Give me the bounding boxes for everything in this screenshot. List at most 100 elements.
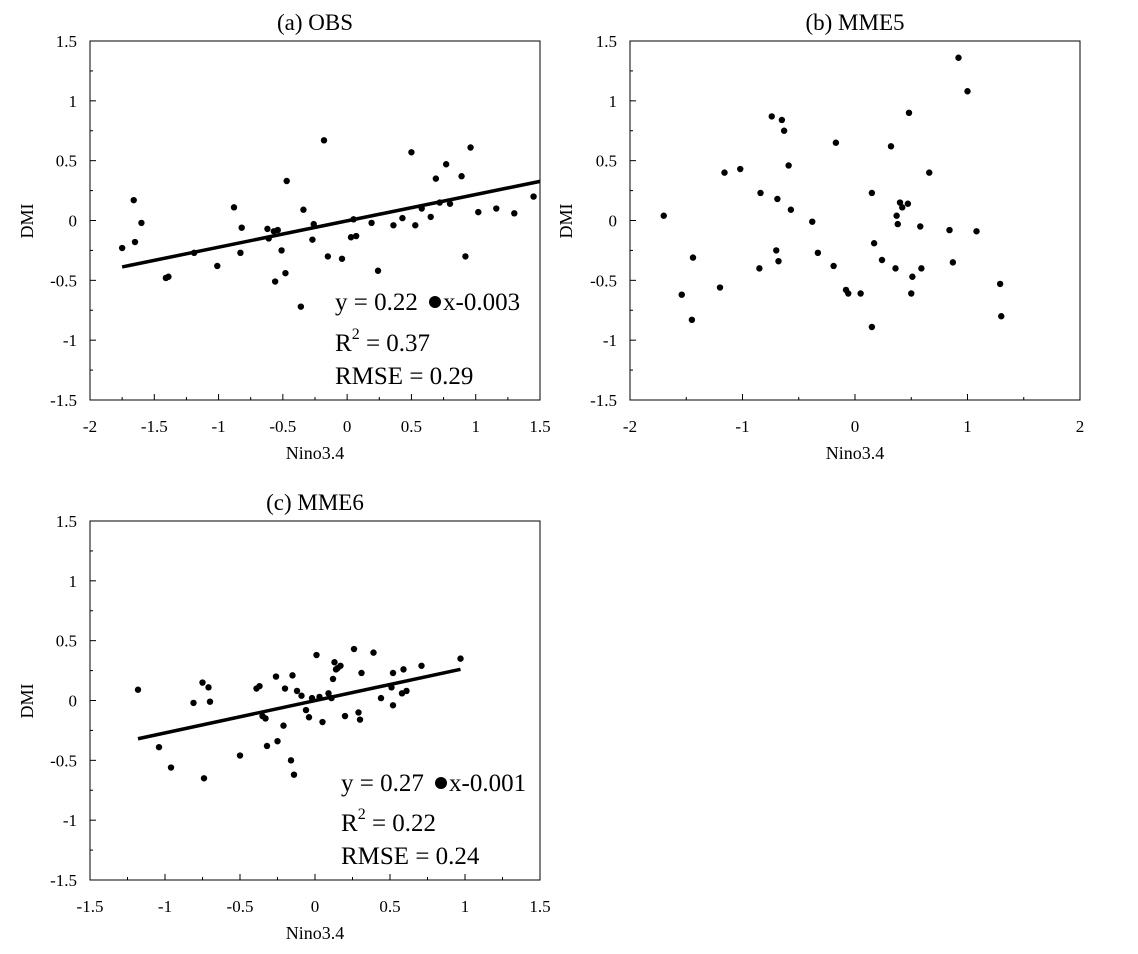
panel-b-data-point <box>887 143 895 150</box>
panel-c-xtick-label: -0.5 <box>227 897 254 916</box>
panel-b-data-point <box>964 88 971 95</box>
panel-b-data-point <box>946 226 953 234</box>
panel-a-r-label: R <box>335 330 352 357</box>
panel-c-ytick-label: -1 <box>63 811 77 830</box>
panel-c-data-point <box>256 682 263 690</box>
panel-c-ytick-label: 1.5 <box>56 512 77 531</box>
panel-a-data-point <box>271 278 279 285</box>
panel-a-xtick-label: -1.5 <box>141 417 168 436</box>
panel-a-ytick-label: 1 <box>69 92 78 111</box>
panel-c-data-point <box>263 742 271 750</box>
panel-a-data-point <box>283 177 290 185</box>
panel-b-data-point <box>756 265 763 272</box>
panel-c-ytick-label: 0 <box>69 692 78 711</box>
panel-b-ylabel: DMI <box>556 203 576 238</box>
panel-a-data-point <box>118 244 126 252</box>
panel-c-xtick-label: -1.5 <box>77 897 104 916</box>
panel-b-data-point <box>909 273 916 280</box>
panel-a-data-point <box>165 273 172 280</box>
panel-b-data-point <box>918 265 925 272</box>
panel-b-data-point <box>773 247 780 254</box>
panel-c-data-point <box>358 669 365 677</box>
panel-a-data-point <box>462 253 469 260</box>
panel-a-data-point <box>432 175 440 182</box>
panel-a-data-point <box>282 269 289 277</box>
panel-b-data-point <box>809 218 816 225</box>
panel-c-data-point <box>190 699 197 707</box>
panel-a-data-point <box>408 149 415 156</box>
panel-b-axes: -1.5 -1 -0.5 0 0.5 1 1.5 -2 -1 0 1 2 <box>590 32 1084 436</box>
panel-a-data-point <box>230 204 238 211</box>
panel-a-xtick-label: -2 <box>83 417 97 436</box>
panel-b-data-point <box>757 189 764 197</box>
panel-a-data-point <box>138 219 145 227</box>
panel-b-data-point <box>778 116 786 124</box>
panel-c-axes: -1.5 -1 -0.5 0 0.5 1 1.5 -1.5 -1 -0.5 0 0.5 1 1.5 <box>50 512 551 916</box>
panel-a-data-point <box>130 196 137 204</box>
panel-b-data-point <box>973 228 980 235</box>
panel-c-data-point <box>290 771 298 778</box>
panel-c-points <box>134 645 464 782</box>
panel-b-data-point <box>780 127 788 134</box>
panel-a-data-point <box>427 213 434 221</box>
panel-c-data-point <box>337 662 344 669</box>
panel-a-data-point <box>309 236 316 243</box>
panel-b-data-point <box>716 284 724 291</box>
panel-c-data-point <box>331 659 338 666</box>
panel-b-ytick-label: 0.5 <box>596 152 617 171</box>
panel-a-data-point <box>530 193 537 200</box>
panel-a-data-point <box>297 303 305 310</box>
panel-b-data-point <box>998 313 1005 320</box>
panel-c-data-point <box>325 690 332 697</box>
panel-a-data-point <box>320 137 328 144</box>
panel-b-data-point <box>905 109 913 117</box>
panel-a-data-point <box>475 208 482 216</box>
panel-a-xtick-label: -0.5 <box>269 417 296 436</box>
panel-a-data-point <box>238 224 245 231</box>
svg-text:y = 0.22: y = 0.22 <box>335 289 418 316</box>
panel-a-plot-frame <box>89 40 541 401</box>
panel-a-data-point <box>338 255 346 262</box>
panel-a-data-point <box>446 200 454 207</box>
panel-b-data-point <box>908 290 915 297</box>
panel-c-xtick-label: 0.5 <box>379 897 400 916</box>
panel-c-data-point <box>400 666 407 673</box>
panel-b-data-point <box>814 249 822 257</box>
panel-c-data-point <box>377 694 385 702</box>
panel-c-data-point <box>287 757 295 764</box>
panel-c-data-point <box>293 687 301 695</box>
panel-a-r2-value: = 0.37 <box>360 330 430 357</box>
panel-a-data-point <box>324 253 332 260</box>
panel-b-data-point <box>845 290 852 297</box>
panel-c-data-point <box>281 685 289 692</box>
panel-c-fit-line <box>137 667 461 741</box>
panel-c-ylabel: DMI <box>17 683 37 718</box>
panel-b-data-point <box>775 257 782 265</box>
panel-a-data-point <box>347 234 355 241</box>
panel-c-r-label: R <box>341 810 358 837</box>
panel-a-ylabel: DMI <box>17 203 37 238</box>
svg-text:y = 0.27: y = 0.27 <box>341 770 424 797</box>
panel-b-data-point <box>949 259 957 266</box>
panel-c-data-point <box>167 764 175 771</box>
panel-a-stats: y = 0.22 x-0.003 R2 = 0.37 RMSE = 0.29 <box>335 289 520 390</box>
panel-b-data-point <box>870 240 878 247</box>
panel-b-data-point <box>832 139 840 146</box>
panel-c-xtick-label: -1 <box>158 897 172 916</box>
panel-a-data-point <box>214 262 221 270</box>
panel-c-data-point <box>389 669 397 677</box>
panel-c-data-point <box>200 775 208 782</box>
panel-a-data-point <box>511 210 518 217</box>
panel-b-data-point <box>996 280 1004 288</box>
panel-a-xtick-label: 1 <box>471 417 480 436</box>
svg-text:x-0.003: x-0.003 <box>443 289 520 316</box>
panel-b-data-point <box>878 256 886 264</box>
panel-a-data-point <box>412 222 419 229</box>
panel-a-data-point <box>278 247 285 254</box>
panel-c-equation-part2: x-0.001 <box>449 770 526 797</box>
panel-b-xtick-label: -1 <box>735 417 749 436</box>
panel-a-xtick-label: 0 <box>343 417 352 436</box>
panel-c-data-point <box>205 684 212 691</box>
panel-b-data-point <box>688 316 696 324</box>
